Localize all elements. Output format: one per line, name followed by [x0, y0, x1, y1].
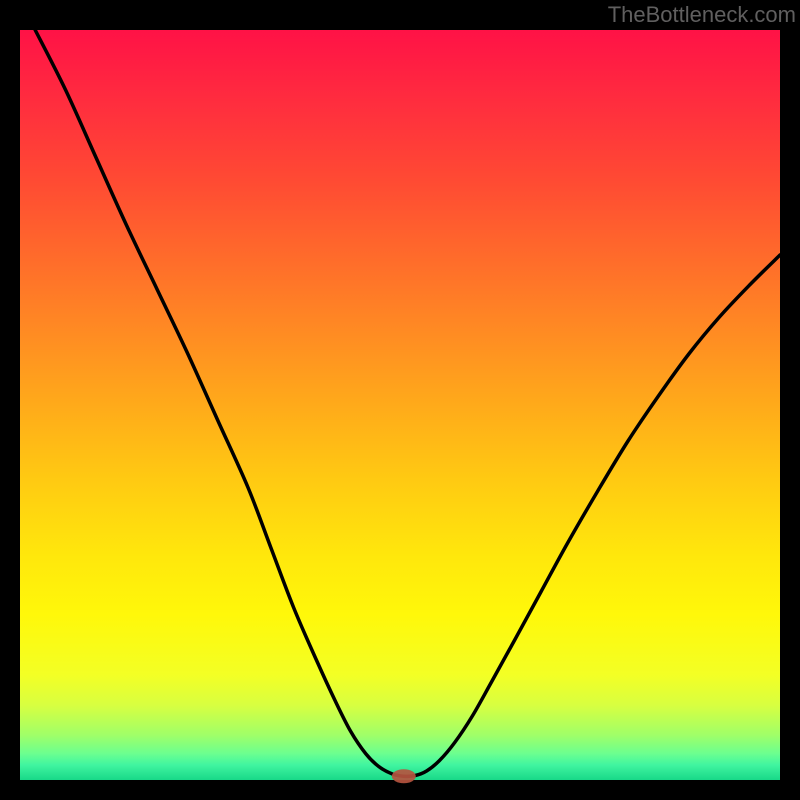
bottleneck-curve-chart	[0, 0, 800, 800]
sweet-spot-marker	[392, 769, 416, 783]
gradient-background	[20, 30, 780, 780]
chart-container: TheBottleneck.com	[0, 0, 800, 800]
watermark-text: TheBottleneck.com	[608, 2, 796, 28]
